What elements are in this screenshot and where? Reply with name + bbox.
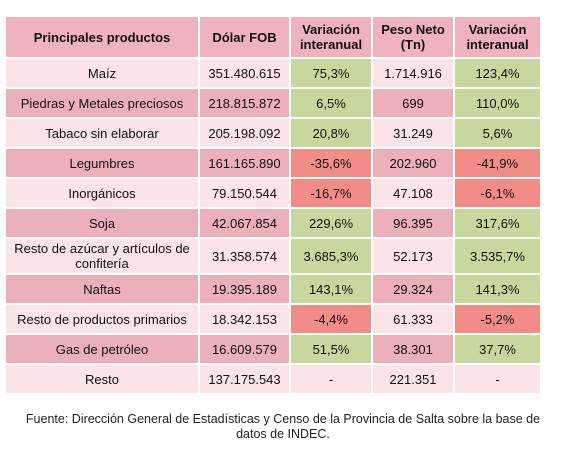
fob-cell: 31.358.574 <box>200 239 289 273</box>
peso-cell: 202.960 <box>373 149 453 177</box>
peso-cell: 31.249 <box>373 119 453 147</box>
var-peso-cell: 141,3% <box>455 275 540 303</box>
table-row: Resto 137.175.543-221.351- <box>6 365 540 393</box>
var-peso-cell: 110,0% <box>455 89 540 117</box>
fob-cell: 19.395.189 <box>200 275 289 303</box>
peso-cell: 96.395 <box>373 209 453 237</box>
table-row: Piedras y Metales preciosos 218.815.872 6,… <box>6 89 540 117</box>
header-peso: Peso Neto (Tn) <box>373 17 453 57</box>
peso-cell: 1.714.916 <box>373 59 453 87</box>
var-peso-cell: 123,4% <box>455 59 540 87</box>
peso-cell: 38.301 <box>373 335 453 363</box>
fob-cell: 137.175.543 <box>200 365 289 393</box>
table-row: Inorgánicos 79.150.544 -16,7% 47.108 -6,1% <box>6 179 540 207</box>
header-fob: Dólar FOB <box>200 17 289 57</box>
var-peso-cell: -6,1% <box>455 179 540 207</box>
product-cell: Resto de productos primarios <box>6 305 198 333</box>
var-peso-cell: 37,7% <box>455 335 540 363</box>
product-cell: Piedras y Metales preciosos <box>6 89 198 117</box>
fob-cell: 18.342.153 <box>200 305 289 333</box>
product-cell: Soja <box>6 209 198 237</box>
var-peso-cell: -5,2% <box>455 305 540 333</box>
product-cell: Resto <box>6 365 198 393</box>
table-row: Legumbres 161.165.890 -35,6% 202.960 -41,9% <box>6 149 540 177</box>
product-cell: Resto de azúcar y artículos de confiterí… <box>6 239 198 273</box>
table-row: Maíz 351.480.615 75,3% 1.714.916 123,4% <box>6 59 540 87</box>
peso-cell: 29.324 <box>373 275 453 303</box>
var-peso-cell: -41,9% <box>455 149 540 177</box>
peso-cell: 52.173 <box>373 239 453 273</box>
var-fob-cell: - <box>291 365 371 393</box>
table-row: Gas de petróleo 16.609.579 51,5% 38.301 37,7… <box>6 335 540 363</box>
var-fob-cell: 143,1% <box>291 275 371 303</box>
var-fob-cell: 51,5% <box>291 335 371 363</box>
peso-cell: 221.351 <box>373 365 453 393</box>
var-fob-cell: -35,6% <box>291 149 371 177</box>
var-fob-cell: -4,4% <box>291 305 371 333</box>
product-cell: Gas de petróleo <box>6 335 198 363</box>
header-row: Principales productos Dólar FOB Variació… <box>6 17 540 57</box>
var-fob-cell: -16,7% <box>291 179 371 207</box>
var-fob-cell: 75,3% <box>291 59 371 87</box>
var-peso-cell: 317,6% <box>455 209 540 237</box>
var-fob-cell: 3.685,3% <box>291 239 371 273</box>
var-fob-cell: 6,5% <box>291 89 371 117</box>
table-row: Tabaco sin elaborar 205.198.092 20,8% 31.24… <box>6 119 540 147</box>
var-fob-cell: 229,6% <box>291 209 371 237</box>
product-cell: Maíz <box>6 59 198 87</box>
product-cell: Tabaco sin elaborar <box>6 119 198 147</box>
fob-cell: 42.067.854 <box>200 209 289 237</box>
fob-cell: 16.609.579 <box>200 335 289 363</box>
var-fob-cell: 20,8% <box>291 119 371 147</box>
product-cell: Legumbres <box>6 149 198 177</box>
source-note: Fuente: Dirección General de Estadística… <box>25 412 541 441</box>
var-peso-cell: - <box>455 365 540 393</box>
fob-cell: 205.198.092 <box>200 119 289 147</box>
table-row: Resto de productos primarios 18.342.153 -4… <box>6 305 540 333</box>
header-product: Principales productos <box>6 17 198 57</box>
peso-cell: 47.108 <box>373 179 453 207</box>
var-peso-cell: 3.535,7% <box>455 239 540 273</box>
fob-cell: 79.150.544 <box>200 179 289 207</box>
table-row: Naftas 19.395.189 143,1% 29.324 141,3% <box>6 275 540 303</box>
products-table: Principales productos Dólar FOB Variació… <box>4 15 542 395</box>
header-var-fob: Variación interanual <box>291 17 371 57</box>
peso-cell: 699 <box>373 89 453 117</box>
table-row: Resto de azúcar y artículos de confiterí… <box>6 239 540 273</box>
product-cell: Naftas <box>6 275 198 303</box>
fob-cell: 161.165.890 <box>200 149 289 177</box>
table-body: Maíz 351.480.615 75,3% 1.714.916 123,4% Piedr… <box>6 59 540 393</box>
fob-cell: 351.480.615 <box>200 59 289 87</box>
product-cell: Inorgánicos <box>6 179 198 207</box>
fob-cell: 218.815.872 <box>200 89 289 117</box>
var-peso-cell: 5,6% <box>455 119 540 147</box>
header-var-peso: Variación interanual <box>455 17 540 57</box>
peso-cell: 61.333 <box>373 305 453 333</box>
table-row: Soja 42.067.854 229,6% 96.395 317,6% <box>6 209 540 237</box>
